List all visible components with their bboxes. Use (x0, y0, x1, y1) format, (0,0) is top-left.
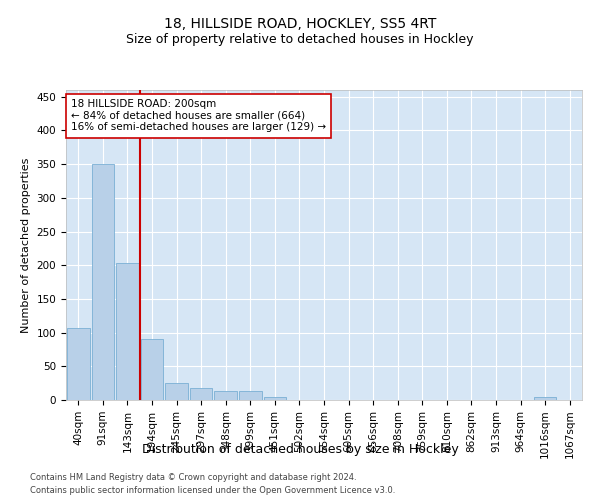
Text: Contains public sector information licensed under the Open Government Licence v3: Contains public sector information licen… (30, 486, 395, 495)
Bar (116, 262, 139, 400)
Text: Distribution of detached houses by size in Hockley: Distribution of detached houses by size … (142, 442, 458, 456)
Bar (239, 391, 262, 400)
Bar (190, 388, 212, 400)
Bar (92, 164, 114, 400)
Text: Size of property relative to detached houses in Hockley: Size of property relative to detached ho… (126, 32, 474, 46)
Y-axis label: Number of detached properties: Number of detached properties (21, 158, 31, 332)
Bar (140, 340, 163, 400)
Bar (214, 391, 237, 400)
Text: 18 HILLSIDE ROAD: 200sqm
← 84% of detached houses are smaller (664)
16% of semi-: 18 HILLSIDE ROAD: 200sqm ← 84% of detach… (71, 100, 326, 132)
Bar (67, 328, 89, 400)
Text: Contains HM Land Registry data © Crown copyright and database right 2024.: Contains HM Land Registry data © Crown c… (30, 472, 356, 482)
Bar (534, 396, 556, 400)
Bar (165, 383, 188, 400)
Bar (263, 396, 286, 400)
Text: 18, HILLSIDE ROAD, HOCKLEY, SS5 4RT: 18, HILLSIDE ROAD, HOCKLEY, SS5 4RT (164, 18, 436, 32)
